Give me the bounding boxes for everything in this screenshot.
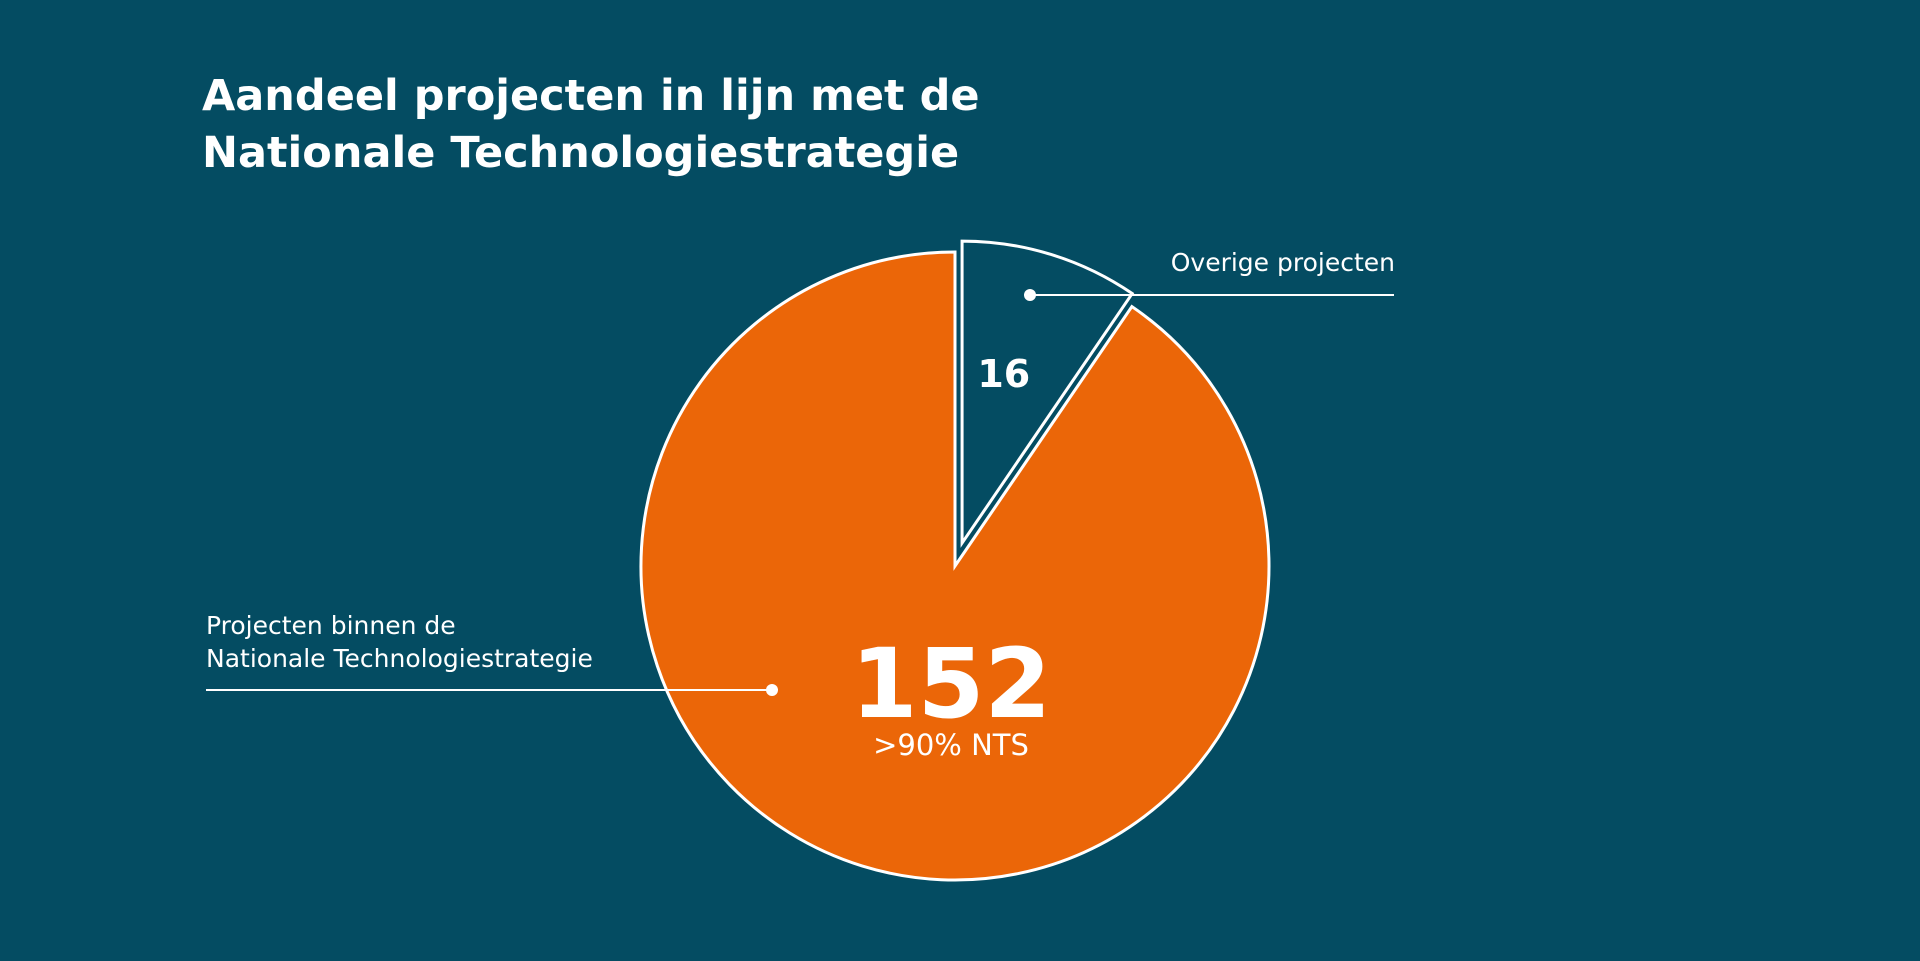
legend-label-overige: Overige projecten [1171,248,1395,277]
slice-value-label-overige: 16 [977,352,1030,396]
chart-title: Aandeel projecten in lijn met de Nationa… [202,68,1102,182]
slice-percentage-label-nts: >90% NTS [873,728,1029,762]
chart-title-line-1: Aandeel projecten in lijn met de [202,71,980,121]
slice-value-label-nts: 152 [851,628,1051,740]
leader-dot-overige [1024,289,1036,301]
legend-label-nts-line-2: Nationale Technologiestrategie [206,644,593,673]
chart-title-line-2: Nationale Technologiestrategie [202,128,960,178]
leader-dot-nts [766,684,778,696]
pie-slice-nts[interactable] [639,250,1271,882]
legend-label-nts-line-1: Projecten binnen de [206,611,456,640]
pie-slice-overige[interactable] [960,239,1135,548]
